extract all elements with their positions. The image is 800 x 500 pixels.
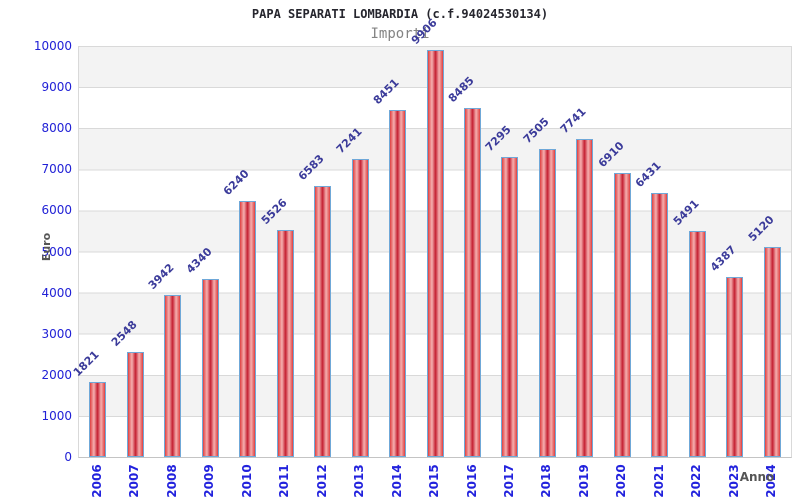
bar-2009	[201, 279, 219, 457]
x-tick-label: 2011	[277, 464, 292, 498]
x-tick-label: 2019	[576, 464, 591, 498]
chart-subtitle: Importi	[370, 26, 430, 42]
bar-value-label: 8485	[445, 74, 477, 105]
bar-2023	[726, 277, 744, 457]
y-tick-label: 10000	[33, 39, 72, 53]
y-tick-label: 2000	[41, 367, 72, 382]
x-tick-label: 2013	[352, 464, 367, 498]
y-axis-title: Euro	[40, 232, 53, 262]
x-tick-label: 2017	[501, 464, 516, 498]
y-tick-label: 7000	[41, 162, 72, 177]
bar-2022	[688, 231, 706, 457]
bar-2017	[501, 157, 519, 457]
y-tick-label: 8000	[41, 121, 72, 136]
bar-value-label: 4387	[708, 243, 739, 274]
bar-value-label: 6431	[633, 159, 664, 190]
y-tick-label: 6000	[41, 203, 72, 218]
y-axis: 0 1000 2000 3000 4000 5000 6000 7000 8000 9000 100…	[0, 39, 72, 471]
bar-2024	[763, 247, 781, 457]
bar-2010	[239, 201, 257, 457]
bar-value-label: 1821	[70, 348, 102, 379]
bar-value-label: 4340	[183, 245, 215, 276]
bar-2019	[576, 139, 594, 457]
y-tick-label: 1000	[41, 408, 72, 423]
x-tick-label: 2015	[427, 464, 441, 498]
x-tick-label: 2014	[389, 464, 404, 498]
x-axis-title: Anno	[739, 470, 775, 484]
bar-2011	[276, 230, 294, 457]
bar-value-label: 5526	[258, 196, 290, 227]
bar-value-label: 6910	[595, 139, 627, 170]
x-tick-label: 2021	[651, 464, 666, 498]
bar-2020	[613, 173, 631, 457]
y-tick-label: 3000	[41, 326, 72, 341]
x-tick-label: 2012	[314, 464, 329, 498]
bar-2018	[538, 149, 556, 457]
x-axis: 2006 2007 2008 2009 2010 2011 2012 2013 2014 2015…	[78, 457, 790, 500]
bar-value-label: 2548	[108, 318, 140, 349]
x-tick-label: 2008	[164, 464, 179, 498]
x-tick-label: 2009	[202, 464, 217, 498]
bar-2008	[164, 295, 182, 457]
x-tick-label: 2010	[239, 464, 254, 498]
bar-2006	[89, 382, 107, 457]
y-tick-label: 5000	[41, 244, 72, 259]
bar-value-label: 5120	[745, 213, 777, 244]
y-tick-label: 4000	[41, 285, 72, 300]
x-tick-label: 2006	[89, 464, 104, 498]
bar-value-label: 6583	[295, 152, 327, 183]
bar-2013	[351, 159, 369, 457]
bar-2007	[126, 352, 144, 457]
chart-title: PAPA SEPARATI LOMBARDIA (c.f.94024530134…	[251, 7, 549, 21]
bar-2014	[389, 110, 406, 457]
bar-value-label: 3942	[145, 261, 177, 292]
bar-2012	[314, 186, 332, 457]
bar-2016	[464, 108, 481, 457]
x-tick-label: 2007	[127, 464, 142, 498]
x-tick-label: 2020	[614, 464, 629, 498]
bar-value-label: 6240	[220, 167, 252, 198]
bar-value-label: 7741	[558, 105, 590, 136]
bar-value-label: 7505	[520, 115, 552, 146]
bar-value-label: 8451	[370, 76, 402, 107]
x-tick-label: 2022	[689, 464, 704, 498]
x-tick-label: 2016	[464, 464, 479, 498]
x-tick-label: 2018	[539, 464, 554, 498]
plot-area: 1821 2548 3942 4340 6240 5526 6583 7241 8451 9906…	[71, 16, 792, 458]
bar-value-label: 7241	[333, 125, 365, 156]
y-tick-label: 9000	[41, 80, 72, 95]
y-tick-label: 0	[64, 450, 72, 464]
bar-value-label: 5491	[670, 197, 702, 228]
bar-value-label: 7295	[483, 123, 515, 154]
bar-2015	[426, 50, 444, 457]
bar-2021	[651, 193, 669, 457]
